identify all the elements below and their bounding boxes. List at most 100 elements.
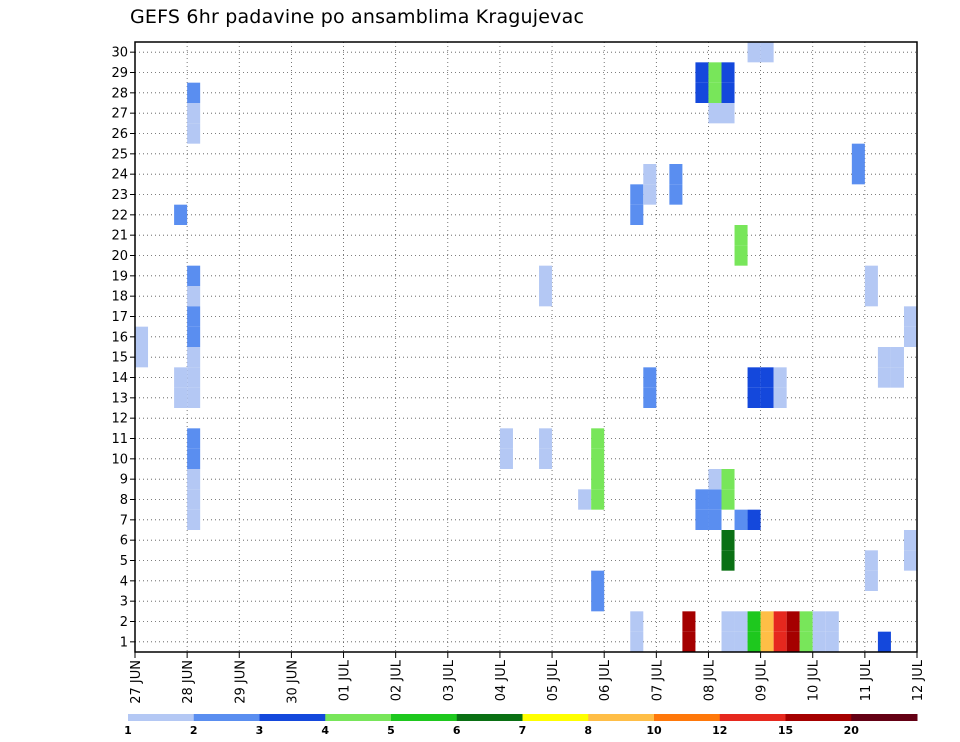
x-tick-label: 12 JUL [911,659,926,701]
heatmap-cell [721,631,735,652]
heatmap-cell [760,42,774,63]
heatmap-cell [890,347,904,368]
heatmap-cell [187,448,201,469]
heatmap-cell [786,631,800,652]
x-tick-label: 29 JUN [233,660,248,704]
heatmap-cell [903,550,917,571]
legend-label: 10 [646,724,662,737]
heatmap-cell [812,611,826,632]
heatmap-cell [734,245,748,266]
heatmap-cell [187,347,201,368]
y-tick-label: 11 [111,432,128,447]
heatmap-cell [708,103,722,124]
heatmap-cell [747,631,761,652]
x-tick-label: 09 JUL [755,659,770,701]
heatmap-cell [760,387,774,408]
heatmap-cell [591,489,605,510]
legend-label: 6 [453,724,461,737]
heatmap-cell [721,82,735,103]
legend-label: 8 [584,724,592,737]
heatmap-cell [877,347,891,368]
heatmap-cell [760,631,774,652]
legend-label: 15 [778,724,793,737]
heatmap-cell [187,103,201,124]
y-tick-label: 8 [120,493,128,508]
heatmap-cell [187,367,201,388]
heatmap-cell [630,204,644,225]
y-axis: 1234567891011121314151617181920212223242… [111,46,135,650]
x-tick-label: 30 JUN [285,660,300,704]
heatmap-cell [851,164,865,185]
heatmap-cell [877,367,891,388]
x-tick-label: 28 JUN [181,660,196,704]
heatmap-cell [174,367,188,388]
heatmap-cell [708,469,722,490]
legend-swatch [128,714,195,721]
heatmap-cell [695,509,709,530]
heatmap-cell [721,530,735,551]
legend-label: 20 [844,724,860,737]
x-tick-label: 10 JUL [807,659,822,701]
heatmap-cell [539,286,553,307]
x-axis: 27 JUN 28 JUN 29 JUN 30 JUN 01 JUL 02 JUL 03 J… [129,652,926,704]
heatmap-cell [734,631,748,652]
heatmap-cell [903,306,917,327]
heatmap-cell [187,489,201,510]
heatmap-cell [539,448,553,469]
heatmap-cell [187,326,201,347]
heatmap-cell [721,489,735,510]
heatmap-cell [578,489,592,510]
heatmap-cell [135,326,149,347]
heatmap-cell [630,184,644,205]
heatmap-cell [708,509,722,530]
heatmap-cell [187,82,201,103]
legend-swatch [522,714,589,721]
x-tick-label: 01 JUL [338,659,353,701]
heatmap-cell [734,611,748,632]
y-tick-label: 7 [120,513,128,528]
heatmap-cell [591,448,605,469]
heatmap-cell [499,428,513,449]
heatmap-cell [877,631,891,652]
heatmap-cell [682,631,696,652]
heatmap-cell [851,143,865,164]
heatmap-cell [812,631,826,652]
heatmap-cell [708,82,722,103]
heatmap-cell [643,184,657,205]
y-tick-label: 3 [120,595,128,610]
legend-swatch [391,714,458,721]
x-tick-label: 03 JUL [442,659,457,701]
x-tick-label: 06 JUL [598,659,613,701]
heatmap-cell [695,62,709,83]
y-tick-label: 6 [120,534,128,549]
heatmap-cell [747,42,761,63]
chart-title: GEFS 6hr padavine po ansamblima Kragujev… [130,6,585,28]
heatmap-cell [187,509,201,530]
heatmap-cell [747,611,761,632]
y-tick-label: 4 [120,574,128,589]
heatmap-cell [903,530,917,551]
heatmap-cell [773,387,787,408]
heatmap-cell [630,611,644,632]
heatmap-cell [630,631,644,652]
heatmap-cell [773,631,787,652]
y-tick-label: 17 [111,310,128,325]
heatmap-cell [643,164,657,185]
heatmap-cell [825,631,839,652]
heatmap-cell [721,103,735,124]
legend-label: 2 [190,724,198,737]
legend-label: 12 [712,724,727,737]
legend-swatch [588,714,655,721]
legend-swatch [325,714,392,721]
heatmap-cell [708,62,722,83]
heatmap-cell [760,611,774,632]
heatmap-cell [708,489,722,510]
color-legend: 1 2 3 4 5 6 7 8 10 12 15 20 [124,714,918,737]
heatmap-cell [864,286,878,307]
heatmap-cell [591,428,605,449]
heatmap-cell [747,509,761,530]
heatmap-cell [721,550,735,571]
heatmap-cell [187,387,201,408]
legend-swatch [456,714,523,721]
x-tick-label: 02 JUL [390,659,405,701]
